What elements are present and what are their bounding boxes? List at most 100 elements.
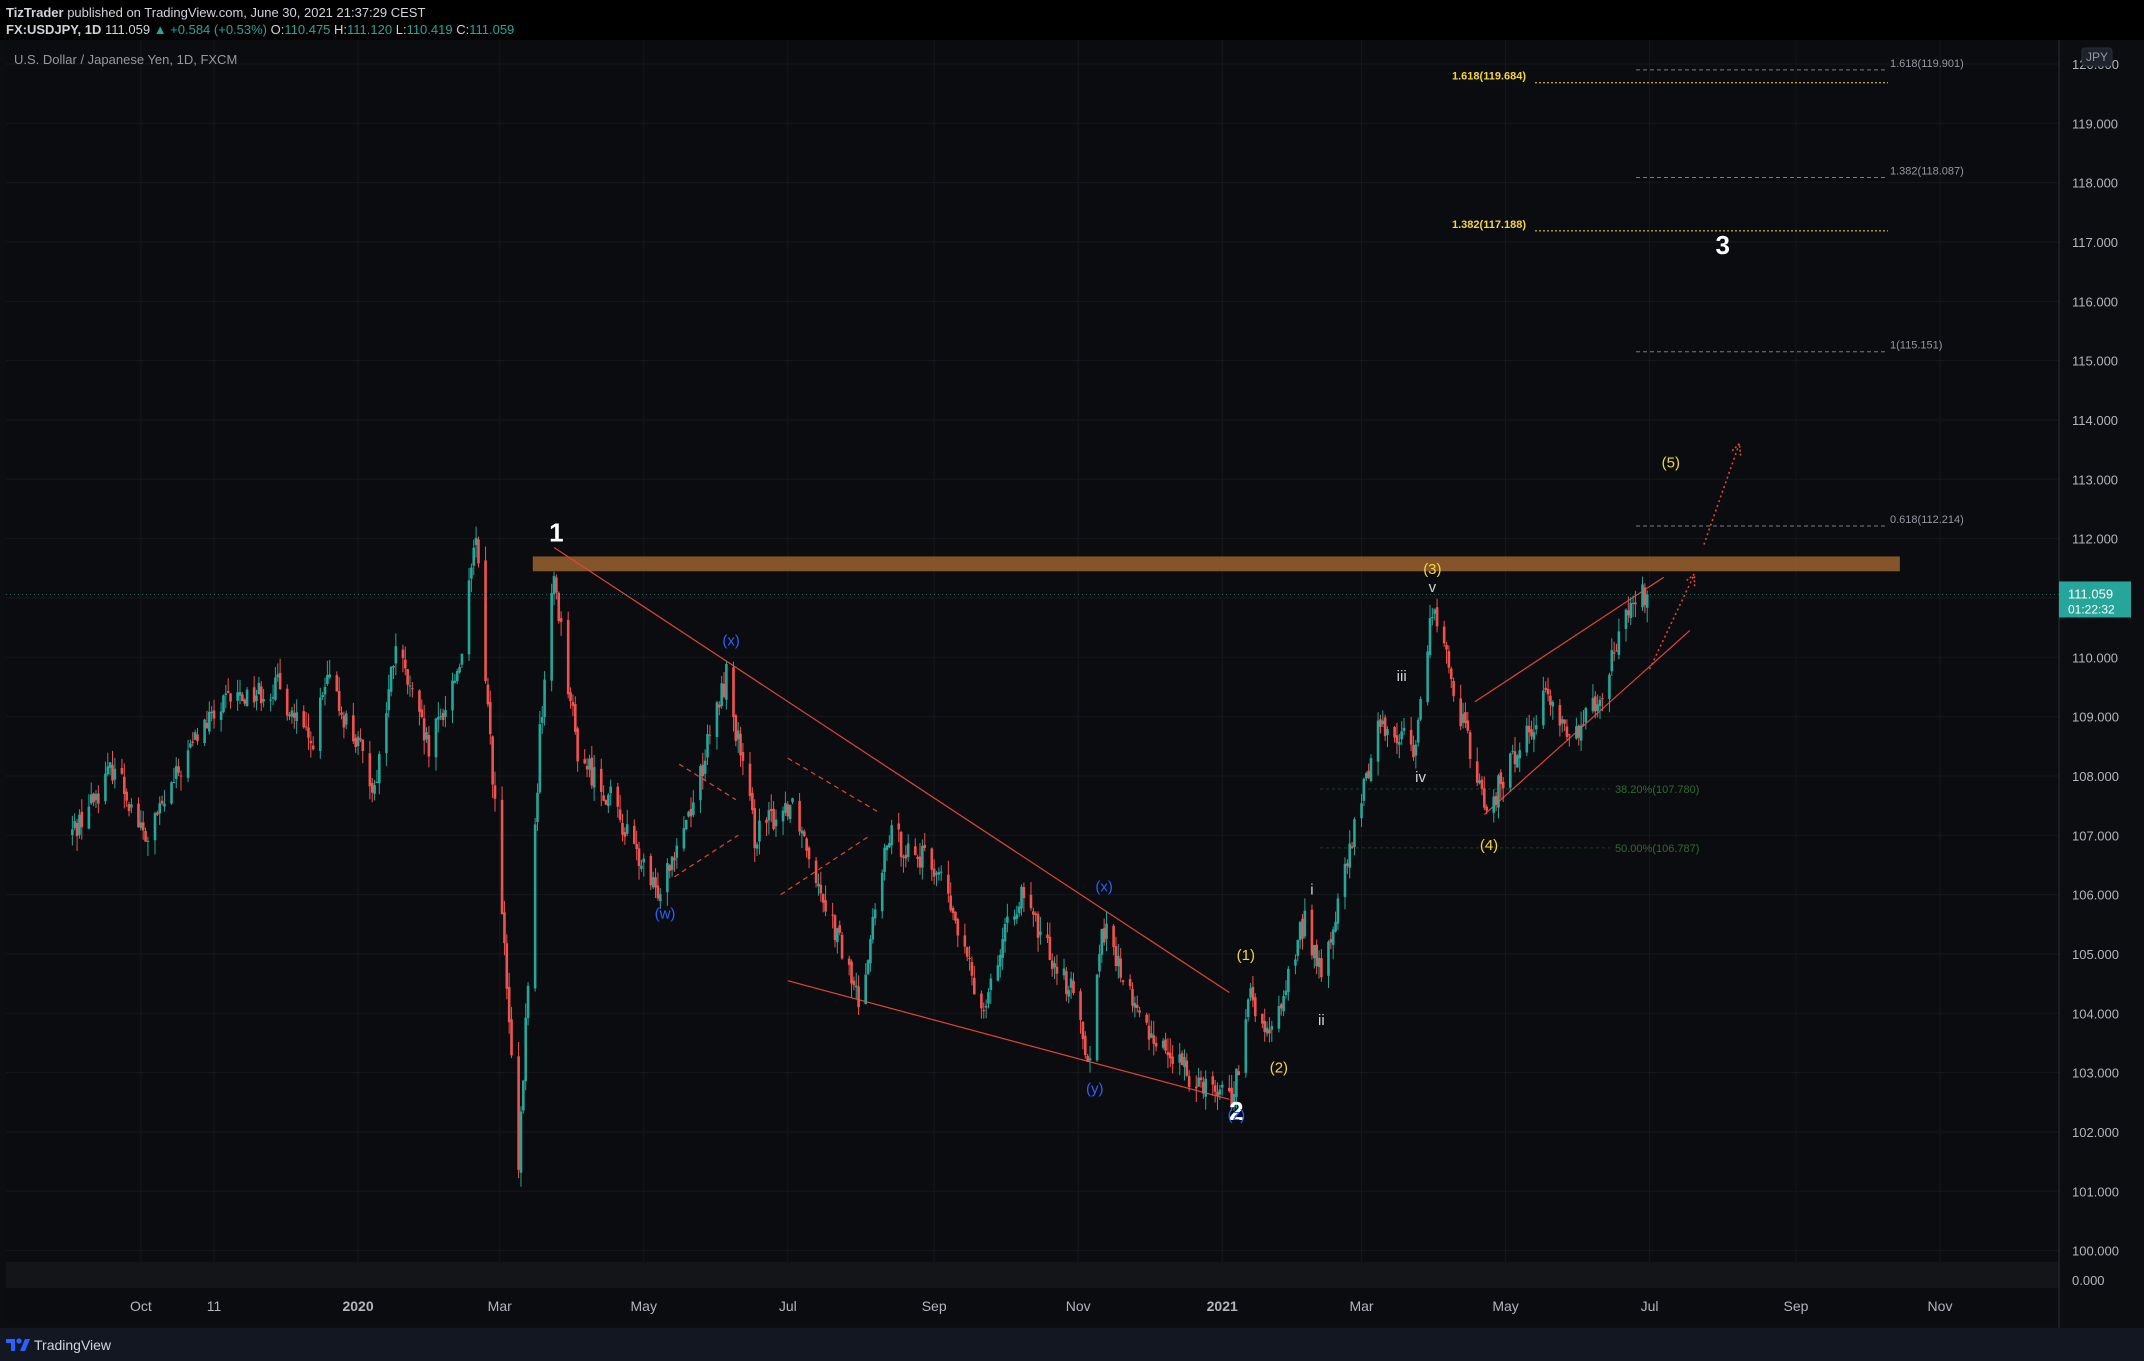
candle-body <box>573 704 577 732</box>
price-tick-label: 100.000 <box>2072 1244 2119 1259</box>
chart-header: TizTrader published on TradingView.com, … <box>0 0 2144 40</box>
candle-body <box>337 691 341 712</box>
candle-body <box>526 985 530 1019</box>
candle-body <box>852 980 856 986</box>
candle-body <box>588 758 591 770</box>
trendline[interactable] <box>674 834 739 878</box>
candle-body <box>288 714 291 717</box>
candle-body <box>897 823 901 830</box>
candle-body <box>1364 773 1368 779</box>
candle-body <box>1468 732 1472 759</box>
trendline[interactable] <box>787 980 1230 1100</box>
candle-body <box>902 856 905 859</box>
candle-body <box>1612 652 1616 654</box>
candle-body <box>1211 1076 1215 1085</box>
candle-body <box>453 680 457 683</box>
candle-body <box>1235 1068 1238 1098</box>
candle-body <box>1645 594 1649 608</box>
fib-extension-label: 1.618(119.901) <box>1890 58 1964 70</box>
wave-label[interactable]: 1 <box>549 518 563 548</box>
low-label: L: <box>395 22 407 37</box>
candle-body <box>1560 719 1564 724</box>
candle-body <box>1065 971 1068 994</box>
time-axis[interactable]: Oct 11 2020 Mar May Jul Sep Nov 2021 Mar May Jul Sep… <box>130 1298 1953 1314</box>
wave-label[interactable]: (2) <box>1270 1060 1288 1077</box>
candle-body <box>658 894 662 902</box>
candle-body <box>158 803 162 814</box>
wave-label[interactable]: (y) <box>1086 1080 1104 1097</box>
candle-body <box>262 699 265 702</box>
time-tick-label: Nov <box>1928 1298 1953 1314</box>
candle-body <box>1393 726 1396 738</box>
candle-body <box>354 737 357 748</box>
wave-label[interactable]: (3) <box>1423 561 1441 578</box>
candle-body <box>566 619 570 695</box>
symbol-label[interactable]: FX:USDJPY, 1D <box>6 22 102 37</box>
candle-body <box>1346 863 1349 867</box>
candle-body <box>444 710 447 717</box>
tradingview-brand[interactable]: TradingView <box>34 1337 112 1353</box>
candle-body <box>701 764 705 776</box>
bar-countdown: 01:22:32 <box>2068 602 2115 616</box>
candle-body <box>1053 963 1056 968</box>
candle-body <box>75 822 79 837</box>
candle-body <box>1452 680 1455 697</box>
candle-body <box>814 860 818 884</box>
candle-body <box>208 711 211 732</box>
candle-body <box>1494 795 1498 805</box>
wave-label[interactable]: iv <box>1415 769 1426 786</box>
wave-label[interactable]: iii <box>1397 668 1407 685</box>
candle-body <box>441 712 445 721</box>
candle-body <box>533 824 537 989</box>
candle-body <box>965 947 969 957</box>
wave-label[interactable]: (z) <box>1228 1107 1246 1124</box>
wave-label[interactable]: (5) <box>1662 454 1680 471</box>
candle-body <box>276 674 280 678</box>
candle-body <box>1013 916 1016 920</box>
candle-body <box>1112 925 1115 948</box>
wave-label[interactable]: (x) <box>1095 879 1113 896</box>
candle-body <box>1525 725 1529 753</box>
trendline[interactable] <box>678 763 737 801</box>
candle-body <box>437 716 440 720</box>
candle-body <box>222 695 225 713</box>
plot-panel[interactable] <box>6 40 2059 1325</box>
wave-label[interactable]: (4) <box>1480 837 1498 854</box>
candle-body <box>1334 921 1337 932</box>
wave-label[interactable]: (w) <box>655 905 676 922</box>
wave-label[interactable]: (x) <box>722 632 740 649</box>
trendline[interactable] <box>1474 576 1665 703</box>
candle-body <box>1048 936 1052 960</box>
tradingview-logo-icon[interactable] <box>6 1336 30 1352</box>
candle-body <box>172 781 176 783</box>
candle-body <box>921 845 924 868</box>
trendline[interactable] <box>553 547 1230 994</box>
wave-label[interactable]: (1) <box>1237 947 1255 964</box>
candle-body <box>1449 668 1453 680</box>
candle-body <box>1232 1094 1236 1108</box>
trendline[interactable] <box>1483 630 1691 815</box>
candle-body <box>682 828 686 849</box>
candle-body <box>1402 727 1406 731</box>
candle-body <box>951 907 955 913</box>
candle-body <box>668 865 672 871</box>
candle-body <box>1294 959 1297 966</box>
candle-body <box>500 799 504 915</box>
wave-label[interactable]: i <box>1310 882 1313 899</box>
time-tick-label: 11 <box>207 1298 222 1314</box>
wave-label[interactable]: v <box>1429 579 1437 596</box>
candle-body <box>1100 928 1104 955</box>
candle-body <box>1631 602 1635 604</box>
resistance-zone[interactable] <box>532 556 1900 572</box>
currency-badge[interactable] <box>2081 47 2113 67</box>
candle-body <box>1542 690 1545 726</box>
publisher-name[interactable]: TizTrader <box>6 5 64 20</box>
wave-label[interactable]: 3 <box>1716 230 1730 260</box>
price-tick-label: 115.000 <box>2072 354 2118 369</box>
candle-body <box>1218 1089 1222 1095</box>
wave-label[interactable]: ii <box>1318 1012 1325 1029</box>
chart-area[interactable]: 1.618(119.901) 1.618(119.684) 1.382(118.08… <box>0 40 2144 1328</box>
candle-body <box>1419 698 1422 720</box>
wave-label[interactable]: 2 <box>1229 1096 1243 1126</box>
candle-body <box>368 753 372 787</box>
